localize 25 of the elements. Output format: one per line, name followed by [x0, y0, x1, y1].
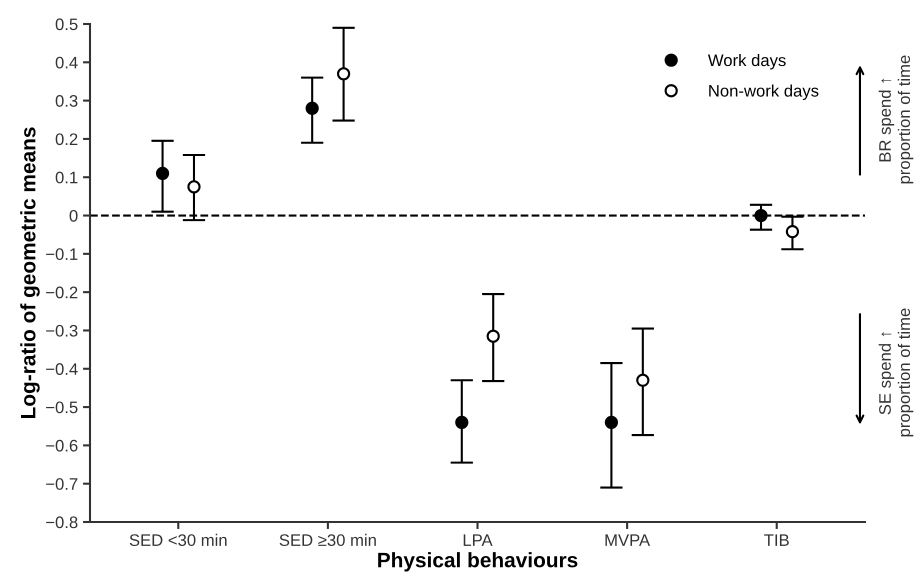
x-axis-title: Physical behaviours [378, 552, 578, 572]
x-tick-label: LPA [464, 534, 493, 546]
y-tick-label: 0.2 [56, 133, 78, 146]
y-tick-label: −0.1 [46, 248, 78, 260]
y-tick-label: 0.1 [56, 172, 78, 184]
text: BR spend ↑ proportion of time [878, 56, 914, 184]
y-tick-label: 0.3 [56, 95, 78, 107]
y-tick-label: −0.4 [46, 363, 78, 375]
legend-label: Non-work days [709, 84, 818, 100]
y-tick-label: −0.8 [46, 516, 78, 528]
y-tick-label: −0.2 [46, 286, 78, 298]
y-tick-label: −0.3 [46, 324, 78, 337]
y-tick-label: 0 [70, 210, 78, 222]
y-axis-title: Log-ratio of geometric means [20, 127, 40, 418]
y-tick-label: −0.6 [46, 440, 78, 452]
x-tick-label: TIB [764, 534, 789, 546]
x-tick-label: SED <30 min [130, 534, 227, 546]
x-tick-label: SED ≥30 min [280, 534, 376, 546]
y-tick-label: 0.5 [56, 18, 78, 30]
y-tick-label: 0.4 [56, 56, 78, 69]
legend-label: Work days [708, 54, 786, 70]
x-tick-label: MVPA [605, 534, 650, 546]
text: SE spend ↑ proportion of time [878, 308, 914, 436]
y-tick-label: −0.5 [46, 401, 78, 414]
y-tick-label: −0.7 [46, 478, 78, 490]
